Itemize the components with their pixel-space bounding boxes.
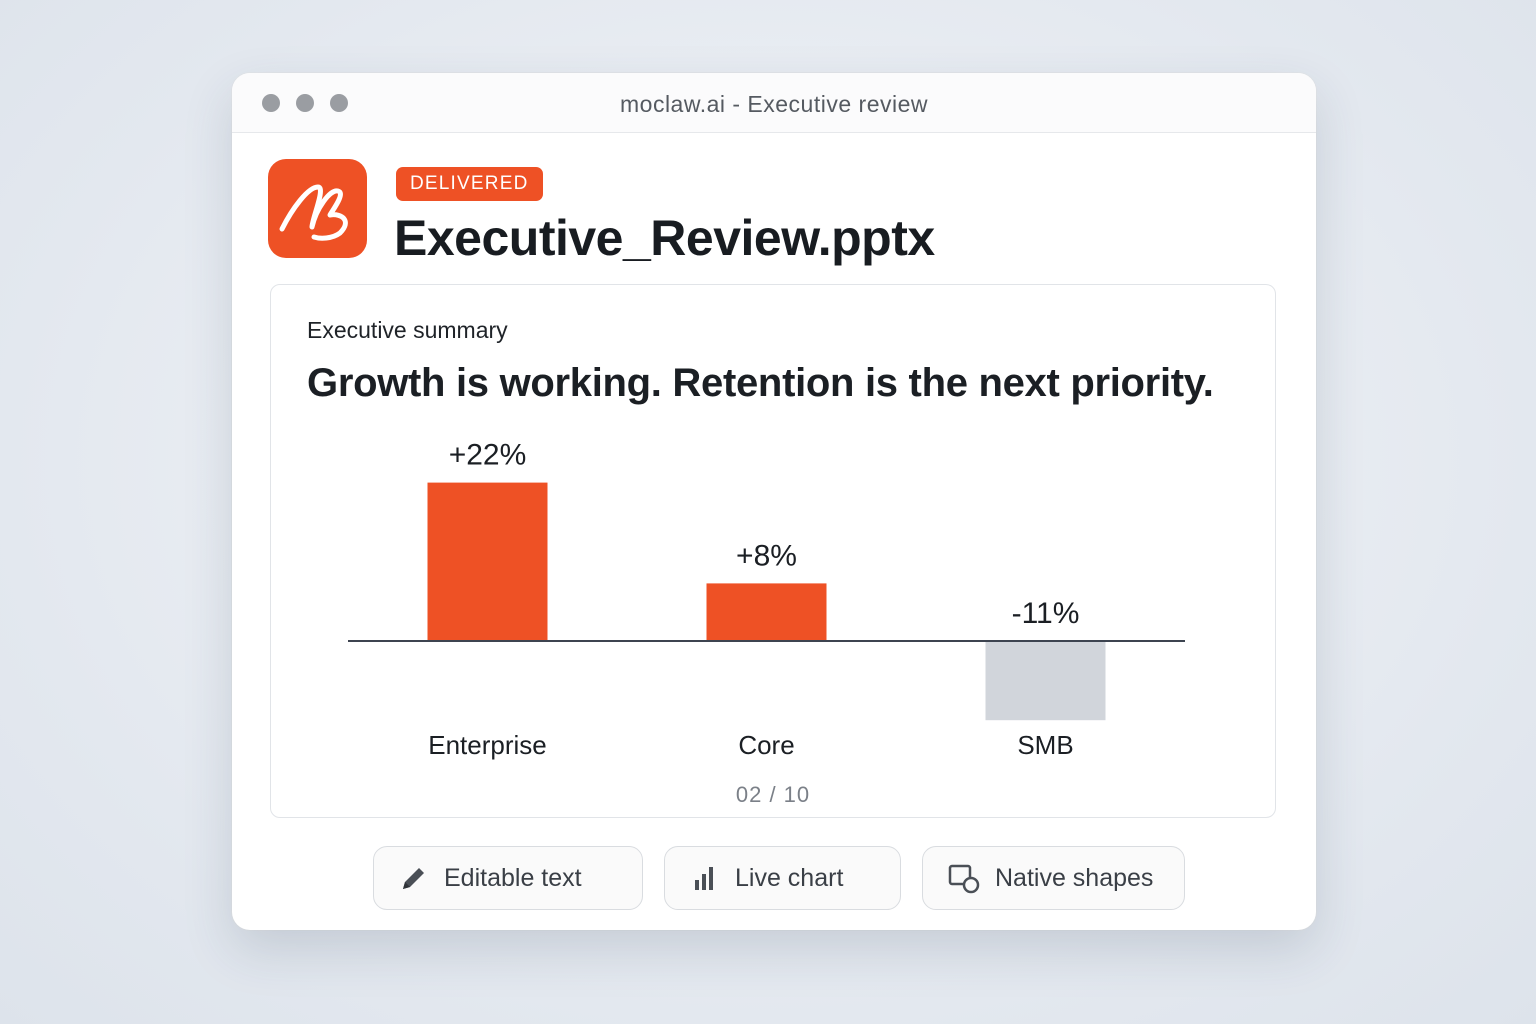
slide-preview: Executive summary Growth is working. Ret… [270,284,1276,818]
slide-eyebrow: Executive summary [307,317,508,343]
value-label: +8% [736,539,797,572]
feature-button[interactable]: Native shapes [922,846,1185,910]
feature-button[interactable]: Editable text [373,846,643,910]
pencil-icon [403,868,424,889]
window-dot[interactable] [296,94,314,112]
chart: +22% Enterprise +8% Core -11% SMB [348,439,1185,760]
category-label: Core [738,730,794,760]
bar [706,583,827,641]
logo-glyph [279,184,348,241]
window-dot[interactable] [262,94,280,112]
slide-headline: Growth is working. Retention is the next… [307,361,1214,405]
category-label: Enterprise [428,730,547,760]
window-dot[interactable] [330,94,348,112]
app-logo [268,159,367,258]
bar [985,641,1106,721]
bar [427,482,548,641]
value-label: +22% [449,439,527,472]
feature-button[interactable]: Live chart [664,846,901,910]
window-title: moclaw.ai - Executive review [620,91,928,117]
value-label: -11% [1012,597,1080,630]
title-bar: moclaw.ai - Executive review [232,73,1316,133]
page-number: 02 / 10 [735,782,811,807]
status-badge: DELIVERED [396,167,543,201]
shapes-icon [948,864,980,894]
window: moclaw.ai - Executive review DELIVERED E… [232,73,1316,930]
feature-label: Editable text [444,863,582,892]
chart-icon [695,867,713,890]
feature-label: Native shapes [995,863,1154,892]
file-name: Executive_Review.pptx [394,210,935,266]
category-label: SMB [1017,730,1073,760]
feature-label: Live chart [735,863,844,892]
